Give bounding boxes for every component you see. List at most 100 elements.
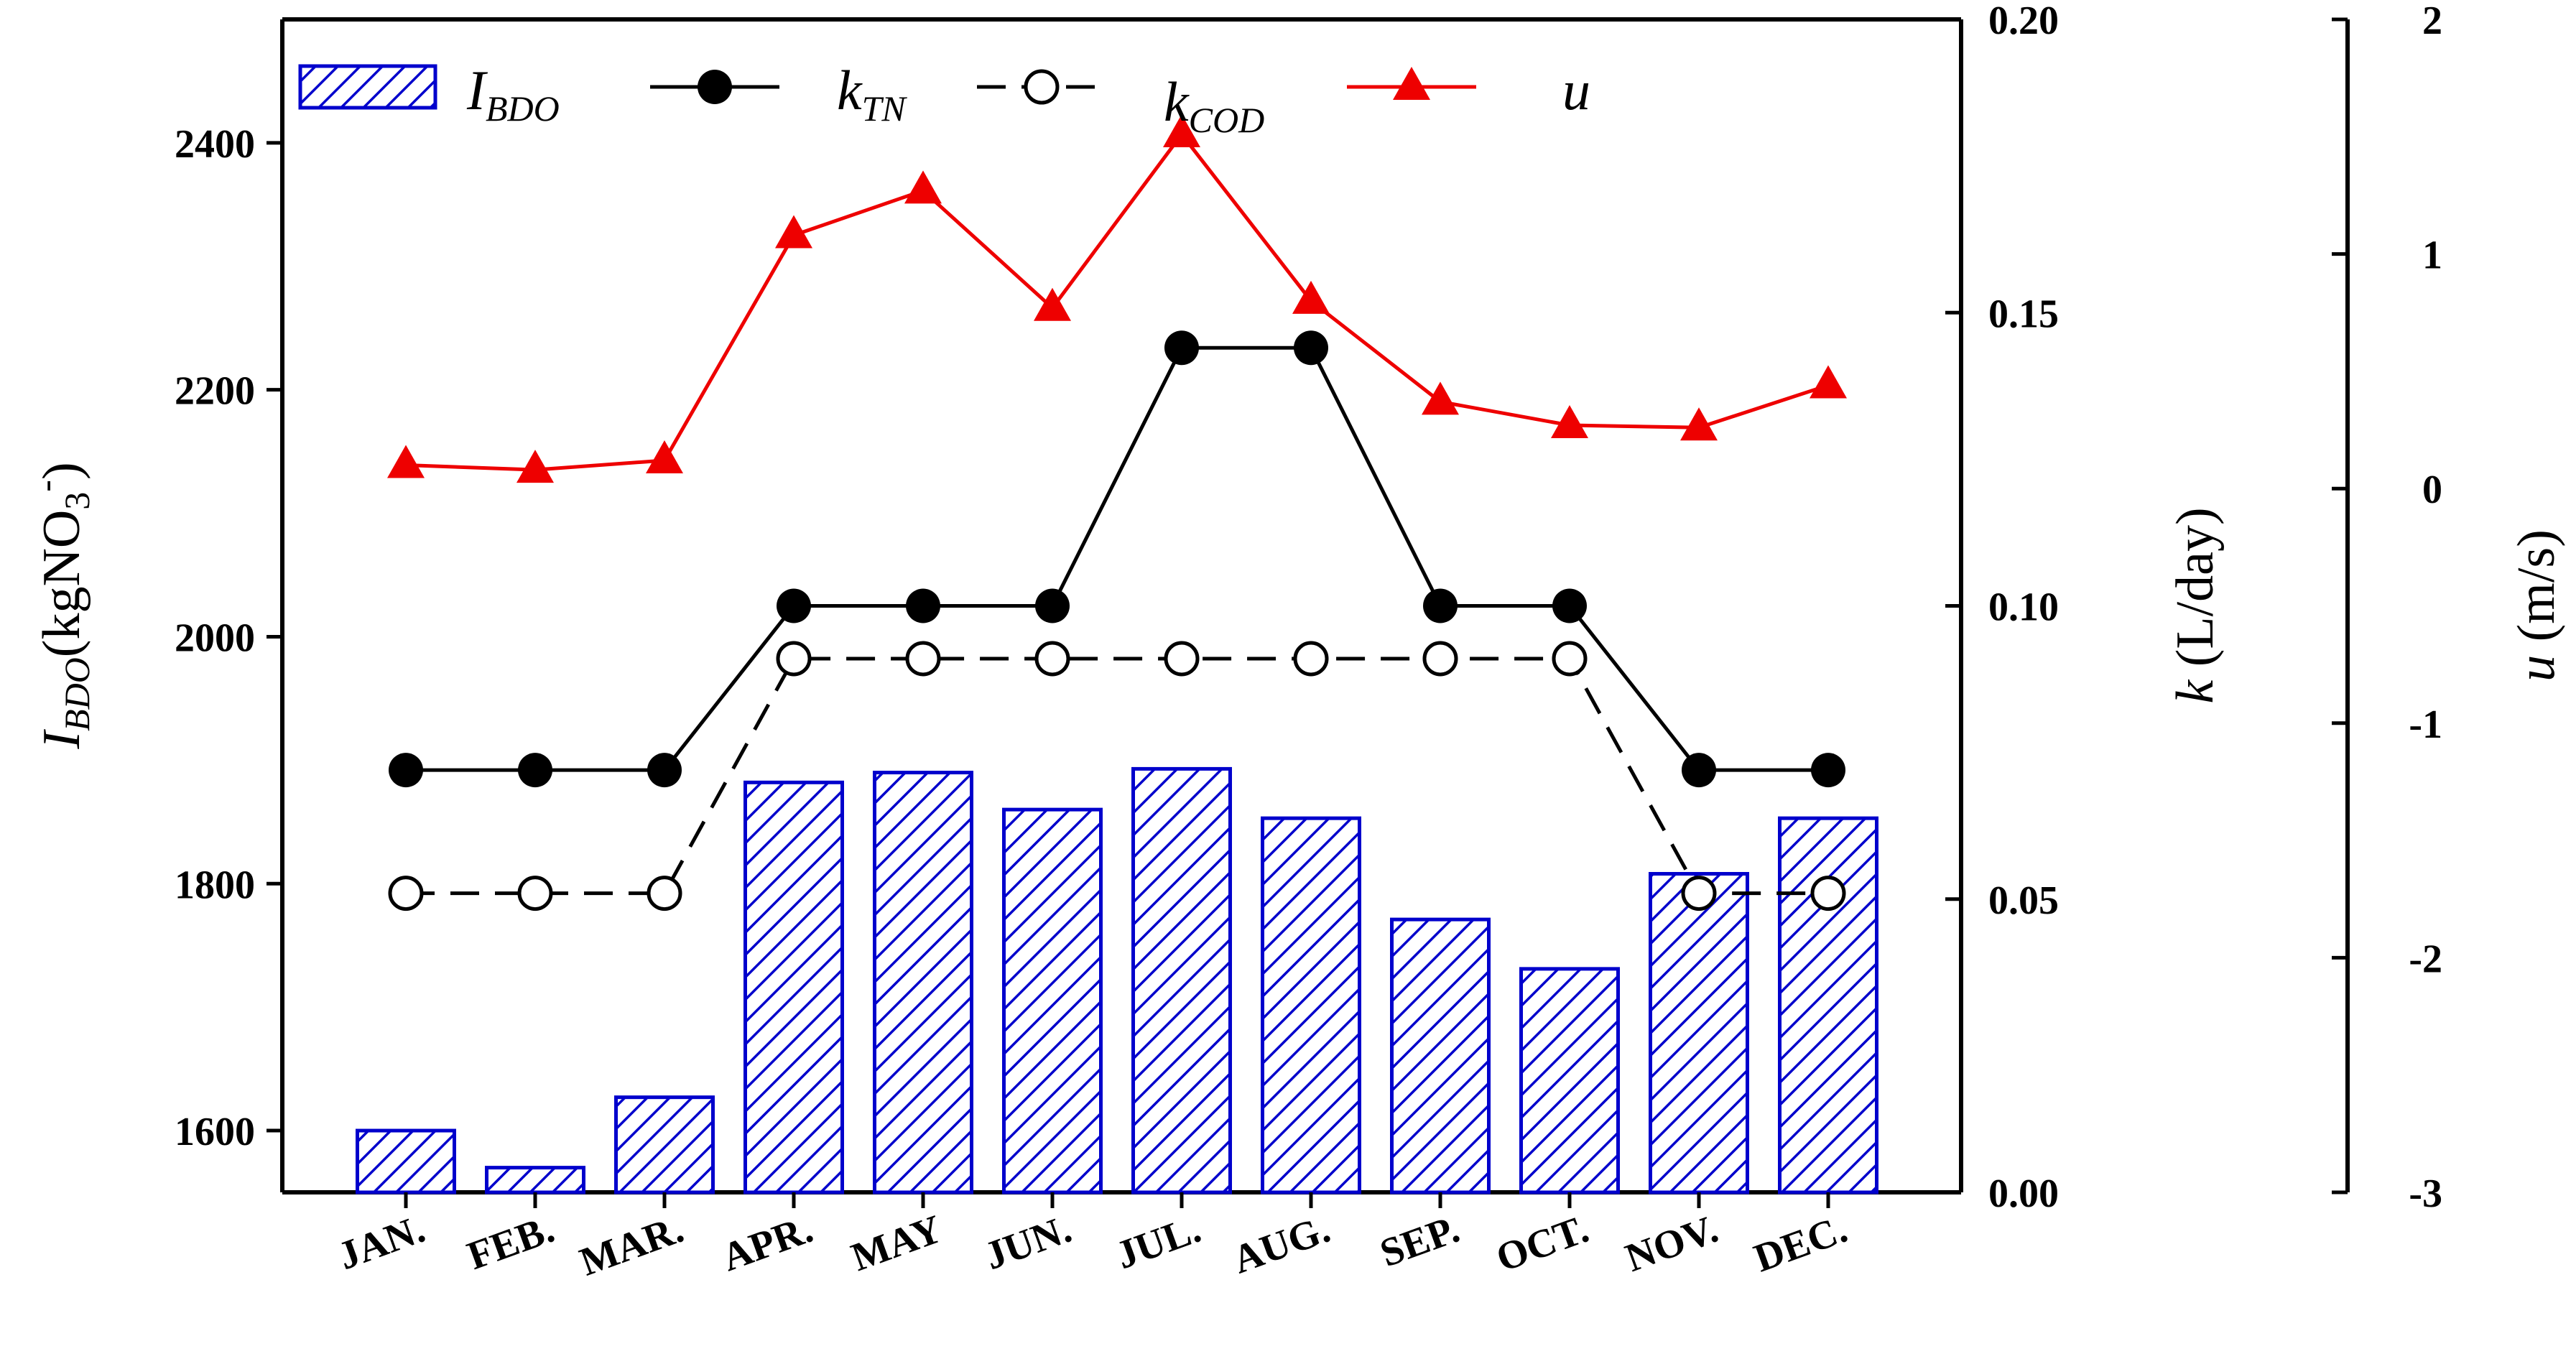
legend-label-ktn: kTN (837, 59, 907, 129)
point-u-aug (1292, 280, 1330, 314)
left-axis-ticks: 1600 1800 2000 2200 2400 (175, 122, 282, 1154)
u-axis-title-unit: (m/s) (2507, 529, 2566, 655)
point-u-nov (1680, 407, 1718, 441)
bar-ibdo-may (873, 771, 973, 1194)
u-tick-label-0: 0 (2422, 468, 2442, 512)
u-axis-title-var: u (2507, 655, 2566, 682)
point-u-dec (1810, 365, 1847, 399)
point-kcod-may (905, 641, 941, 677)
legend-label-ktn-sub: TN (862, 88, 908, 129)
legend-label-ibdo-main: I (466, 59, 488, 121)
legend-label-kcod-sub: COD (1189, 100, 1265, 140)
left-axis-title-close: ) (32, 462, 91, 480)
bar-ibdo-feb (485, 1166, 585, 1194)
point-ktn-jun (1035, 588, 1070, 623)
bar-ibdo-aug (1261, 816, 1361, 1194)
legend-label-kcod: kCOD (1164, 70, 1264, 140)
point-kcod-aug (1293, 641, 1329, 677)
left-tick-label-2200: 2200 (175, 369, 255, 414)
left-tick-label-2400: 2400 (175, 122, 255, 167)
x-tick-label-sep: SEP. (1374, 1207, 1465, 1276)
u-axis-ticks: -3 -2 -1 0 1 2 (2332, 0, 2442, 1216)
u-axis-title: u (m/s) (2507, 529, 2566, 682)
legend-marker-ktn (698, 70, 732, 104)
legend-swatch-ibdo (298, 64, 437, 110)
legend-label-kcod-main: k (1164, 70, 1190, 133)
point-ktn-aug (1294, 330, 1328, 366)
markers-layer (387, 114, 1847, 911)
u-tick-label-3: -3 (2409, 1172, 2442, 1216)
bar-ibdo-jul (1131, 766, 1232, 1194)
point-u-jul (1163, 114, 1200, 148)
lines-layer (405, 131, 1829, 896)
u-tick-label-1: 1 (2422, 233, 2442, 278)
point-kcod-mar (647, 876, 682, 911)
bar-ibdo-sep (1390, 917, 1491, 1194)
k-axis-title: k (L/day) (2166, 507, 2225, 703)
point-kcod-nov (1681, 876, 1717, 911)
x-tick-label-nov: NOV. (1620, 1207, 1724, 1281)
bar-ibdo-jan (356, 1128, 456, 1194)
point-kcod-feb (517, 876, 553, 911)
x-tick-label-apr: APR. (716, 1207, 819, 1280)
k-tick-label-000: 0.00 (1988, 1172, 2059, 1216)
x-tick-label-jun: JUN. (979, 1207, 1078, 1279)
u-tick-label-1: -1 (2409, 702, 2442, 747)
point-u-mar (646, 440, 683, 474)
k-axis-title-var: k (2166, 679, 2225, 704)
left-axis-title-unit: (kgNO (32, 510, 91, 658)
x-tick-label-feb: FEB. (462, 1207, 560, 1279)
k-tick-label-010: 0.10 (1988, 585, 2059, 630)
point-ktn-oct (1552, 588, 1587, 623)
point-ktn-mar (647, 753, 682, 788)
x-tick-label-oct: OCT. (1491, 1207, 1594, 1281)
point-u-apr (775, 215, 812, 249)
point-kcod-jan (388, 876, 424, 911)
legend-label-ibdo: IBDO (466, 59, 560, 129)
k-tick-label-020: 0.20 (1988, 0, 2059, 43)
point-u-feb (516, 450, 554, 483)
bar-ibdo-nov (1649, 872, 1749, 1194)
k-tick-label-015: 0.15 (1988, 292, 2059, 336)
line-u (405, 131, 1829, 472)
k-tick-label-005: 0.05 (1988, 878, 2059, 923)
legend-label-u: u (1562, 59, 1590, 121)
line-kcod (406, 657, 1828, 896)
legend-marker-u (1393, 67, 1430, 100)
x-tick-label-may: MAY (845, 1207, 948, 1280)
point-ktn-dec (1811, 753, 1845, 788)
point-kcod-jul (1164, 641, 1200, 677)
point-u-sep (1422, 381, 1459, 415)
point-u-may (904, 170, 942, 204)
point-ktn-apr (777, 588, 811, 623)
x-tick-label-jan: JAN. (333, 1207, 431, 1279)
line-ktn (406, 345, 1828, 772)
x-axis-ticks: JAN. FEB. MAR. APR. MAY JUN. JUL. AUG. SEP. OCT. N… (333, 1192, 1853, 1285)
left-axis-title: IBDO(kgNO3-) (25, 462, 97, 749)
left-tick-label-1800: 1800 (175, 863, 255, 907)
point-kcod-apr (776, 641, 812, 677)
point-ktn-feb (518, 753, 552, 788)
point-kcod-dec (1810, 876, 1846, 911)
left-axis-title-unit-sup: - (25, 480, 65, 492)
left-axis-title-main: I (32, 729, 91, 750)
bar-ibdo-mar (614, 1095, 715, 1194)
bars-layer (356, 766, 1878, 1194)
k-axis-title-unit: (L/day) (2166, 507, 2225, 679)
point-kcod-sep (1422, 641, 1458, 677)
point-kcod-jun (1034, 641, 1070, 677)
bar-ibdo-apr (743, 780, 844, 1194)
point-ktn-jan (389, 753, 423, 788)
point-ktn-nov (1682, 753, 1716, 788)
k-axis-ticks: 0.00 0.05 0.10 0.15 0.20 (1945, 0, 2059, 1216)
left-tick-label-2000: 2000 (175, 616, 255, 660)
x-tick-label-dec: DEC. (1748, 1207, 1853, 1281)
left-tick-label-1600: 1600 (175, 1110, 255, 1154)
point-u-jan (387, 445, 425, 478)
point-ktn-jul (1164, 330, 1199, 366)
point-ktn-sep (1423, 588, 1458, 623)
point-kcod-oct (1552, 641, 1588, 677)
left-axis-title-unit-sub: 3 (57, 492, 97, 510)
u-tick-label-2: -2 (2409, 937, 2442, 981)
